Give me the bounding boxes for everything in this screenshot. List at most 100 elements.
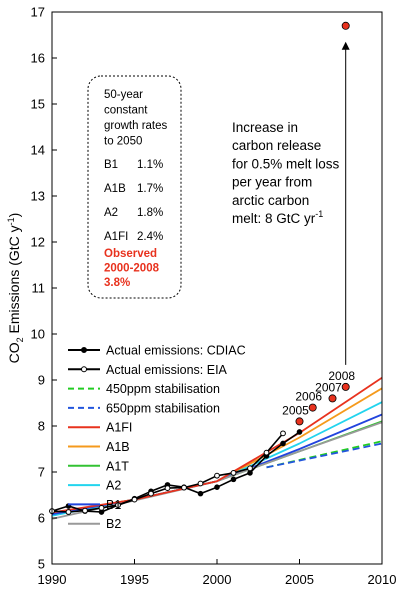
y-tick-label-6: 6 [38, 511, 45, 526]
eia-point-1997 [164, 485, 171, 492]
annotation-line-5: arctic carbon [232, 193, 309, 208]
legend-label-a1fi: A1FI [106, 421, 132, 435]
y-tick-label-8: 8 [38, 419, 45, 434]
y-axis-label: CO2 Emissions (GtC y-1) [6, 213, 25, 364]
x-tick-label-1995: 1995 [120, 572, 149, 587]
y-axis-label-main: CO [6, 342, 22, 363]
rates-row-name-b1: B1 [104, 159, 118, 171]
rates-row-value-a2: 1.8% [137, 207, 163, 219]
observed-point-label-2005: 2005 [282, 403, 309, 417]
rates-row-value-a1b: 1.7% [137, 183, 163, 195]
melt-annotation: Increase in carbon release for 0.5% melt l… [232, 120, 340, 226]
eia-point-1996 [148, 490, 154, 497]
legend-label-b1: B1 [106, 498, 121, 512]
y-tick-label-9: 9 [38, 373, 45, 388]
eia-point-1995 [131, 496, 138, 503]
legend-marker-actual-emissions-cdiac [81, 347, 87, 353]
rates-row-name-a1b: A1B [104, 183, 126, 195]
x-tick-label-2005: 2005 [285, 572, 314, 587]
observed-point-2008 [341, 382, 350, 391]
y-tick-label-11: 11 [32, 281, 46, 296]
eia-point-1999 [197, 480, 204, 487]
rates-heading-line-3: growth rates [104, 120, 168, 132]
eia-point-2003 [263, 449, 270, 456]
y-axis-label-sub: 2 [15, 337, 25, 342]
eia-point-2002 [247, 465, 253, 472]
legend-label-b2: B2 [106, 517, 121, 531]
y-tick-label-16: 16 [31, 51, 45, 66]
rates-observed-line-1: Observed [104, 248, 157, 260]
annotation-line-6: melt: 8 GtC yr-1 [232, 209, 323, 226]
observed-point-label-2007: 2007 [315, 380, 342, 394]
cdiac-point-2000 [214, 484, 220, 490]
axis-layer: 5 6 7 8 9 10 11 12 13 14 15 16 17 1990 1995 2000 2005 201… [31, 5, 397, 588]
rates-row-value-a1fi: 2.4% [137, 231, 163, 243]
series-line-650ppm-stabilisation [266, 442, 383, 469]
annotation-line-2: carbon release [232, 138, 321, 153]
rates-observed-line-3: 3.8% [104, 277, 130, 289]
rates-heading-line-1: 50-year [104, 89, 143, 101]
observed-point-label-2006: 2006 [295, 390, 322, 404]
y-axis-label-end: ) [6, 213, 22, 218]
observed-point-2006 [308, 403, 317, 412]
series-line-a1fi [51, 376, 383, 514]
legend-marker-actual-emissions-eia [81, 366, 87, 373]
y-tick-label-7: 7 [38, 465, 45, 480]
rates-row-name-a1fi: A1FI [104, 231, 128, 243]
legend-label-a2: A2 [106, 479, 121, 493]
series-layer [49, 376, 383, 520]
series-line-a2 [51, 401, 383, 517]
eia-point-1994 [115, 502, 121, 509]
cdiac-point-2001 [230, 476, 237, 483]
melt-point [341, 21, 350, 30]
annotation-line-1: Increase in [232, 120, 298, 135]
x-tick-label-2010: 2010 [368, 572, 397, 587]
series-line-b1 [51, 413, 383, 516]
legend-label-actual-emissions-cdiac: Actual emissions: CDIAC [106, 344, 246, 358]
observed-point-2005 [295, 417, 304, 426]
melt-arrow-head [341, 41, 350, 50]
series-line-450ppm-stabilisation [266, 440, 383, 469]
series-line-actual-emissions-cdiac [51, 431, 300, 513]
observed-point-label-2008: 2008 [328, 369, 355, 383]
cdiac-point-1999 [197, 490, 204, 497]
rates-heading-line-2: constant [104, 105, 148, 117]
growth-rates-box: 50-year constant growth rates to 2050 B1 1.1%… [87, 75, 182, 299]
eia-point-1998 [181, 484, 187, 491]
rates-row-value-b1: 1.1% [137, 159, 163, 171]
cdiac-point-2004 [280, 440, 286, 447]
eia-point-2004 [280, 430, 286, 437]
x-tick-label-2000: 2000 [203, 572, 232, 587]
eia-point-1991 [65, 509, 72, 515]
y-tick-label-12: 12 [31, 235, 45, 250]
annotation-line-4: per year from [232, 175, 312, 190]
y-tick-label-5: 5 [38, 557, 45, 572]
y-axis-label-rest: Emissions (GtC y [6, 225, 22, 337]
y-tick-label-10: 10 [31, 327, 45, 342]
cdiac-point-2005 [296, 429, 303, 435]
cdiac-point-2002 [247, 470, 253, 476]
rates-row-name-a2: A2 [104, 207, 118, 219]
y-axis-label-sup: -1 [6, 217, 16, 225]
growth-rates-box-border [87, 75, 182, 299]
x-tick-label-1990: 1990 [38, 572, 67, 587]
annotation-line-3: for 0.5% melt loss [232, 156, 340, 171]
y-tick-label-15: 15 [31, 97, 45, 112]
y-tick-label-14: 14 [31, 143, 45, 158]
eia-point-1992 [82, 507, 88, 514]
eia-point-1993 [98, 504, 105, 511]
legend-label-a1t: A1T [106, 459, 129, 473]
y-tick-label-17: 17 [31, 5, 45, 20]
y-tick-label-13: 13 [31, 189, 45, 204]
observed-point-2007 [328, 394, 337, 403]
rates-heading-line-4: to 2050 [104, 136, 142, 148]
legend: Actual emissions: CDIAC Actual emissions:… [68, 344, 246, 531]
eia-point-2001 [230, 470, 237, 476]
legend-label-650ppm-stabilisation: 650ppm stabilisation [106, 401, 220, 415]
legend-label-a1b: A1B [106, 440, 130, 454]
eia-point-2000 [214, 472, 220, 479]
annotation-superscript: -1 [315, 209, 323, 219]
rates-observed-line-2: 2000-2008 [104, 263, 160, 275]
